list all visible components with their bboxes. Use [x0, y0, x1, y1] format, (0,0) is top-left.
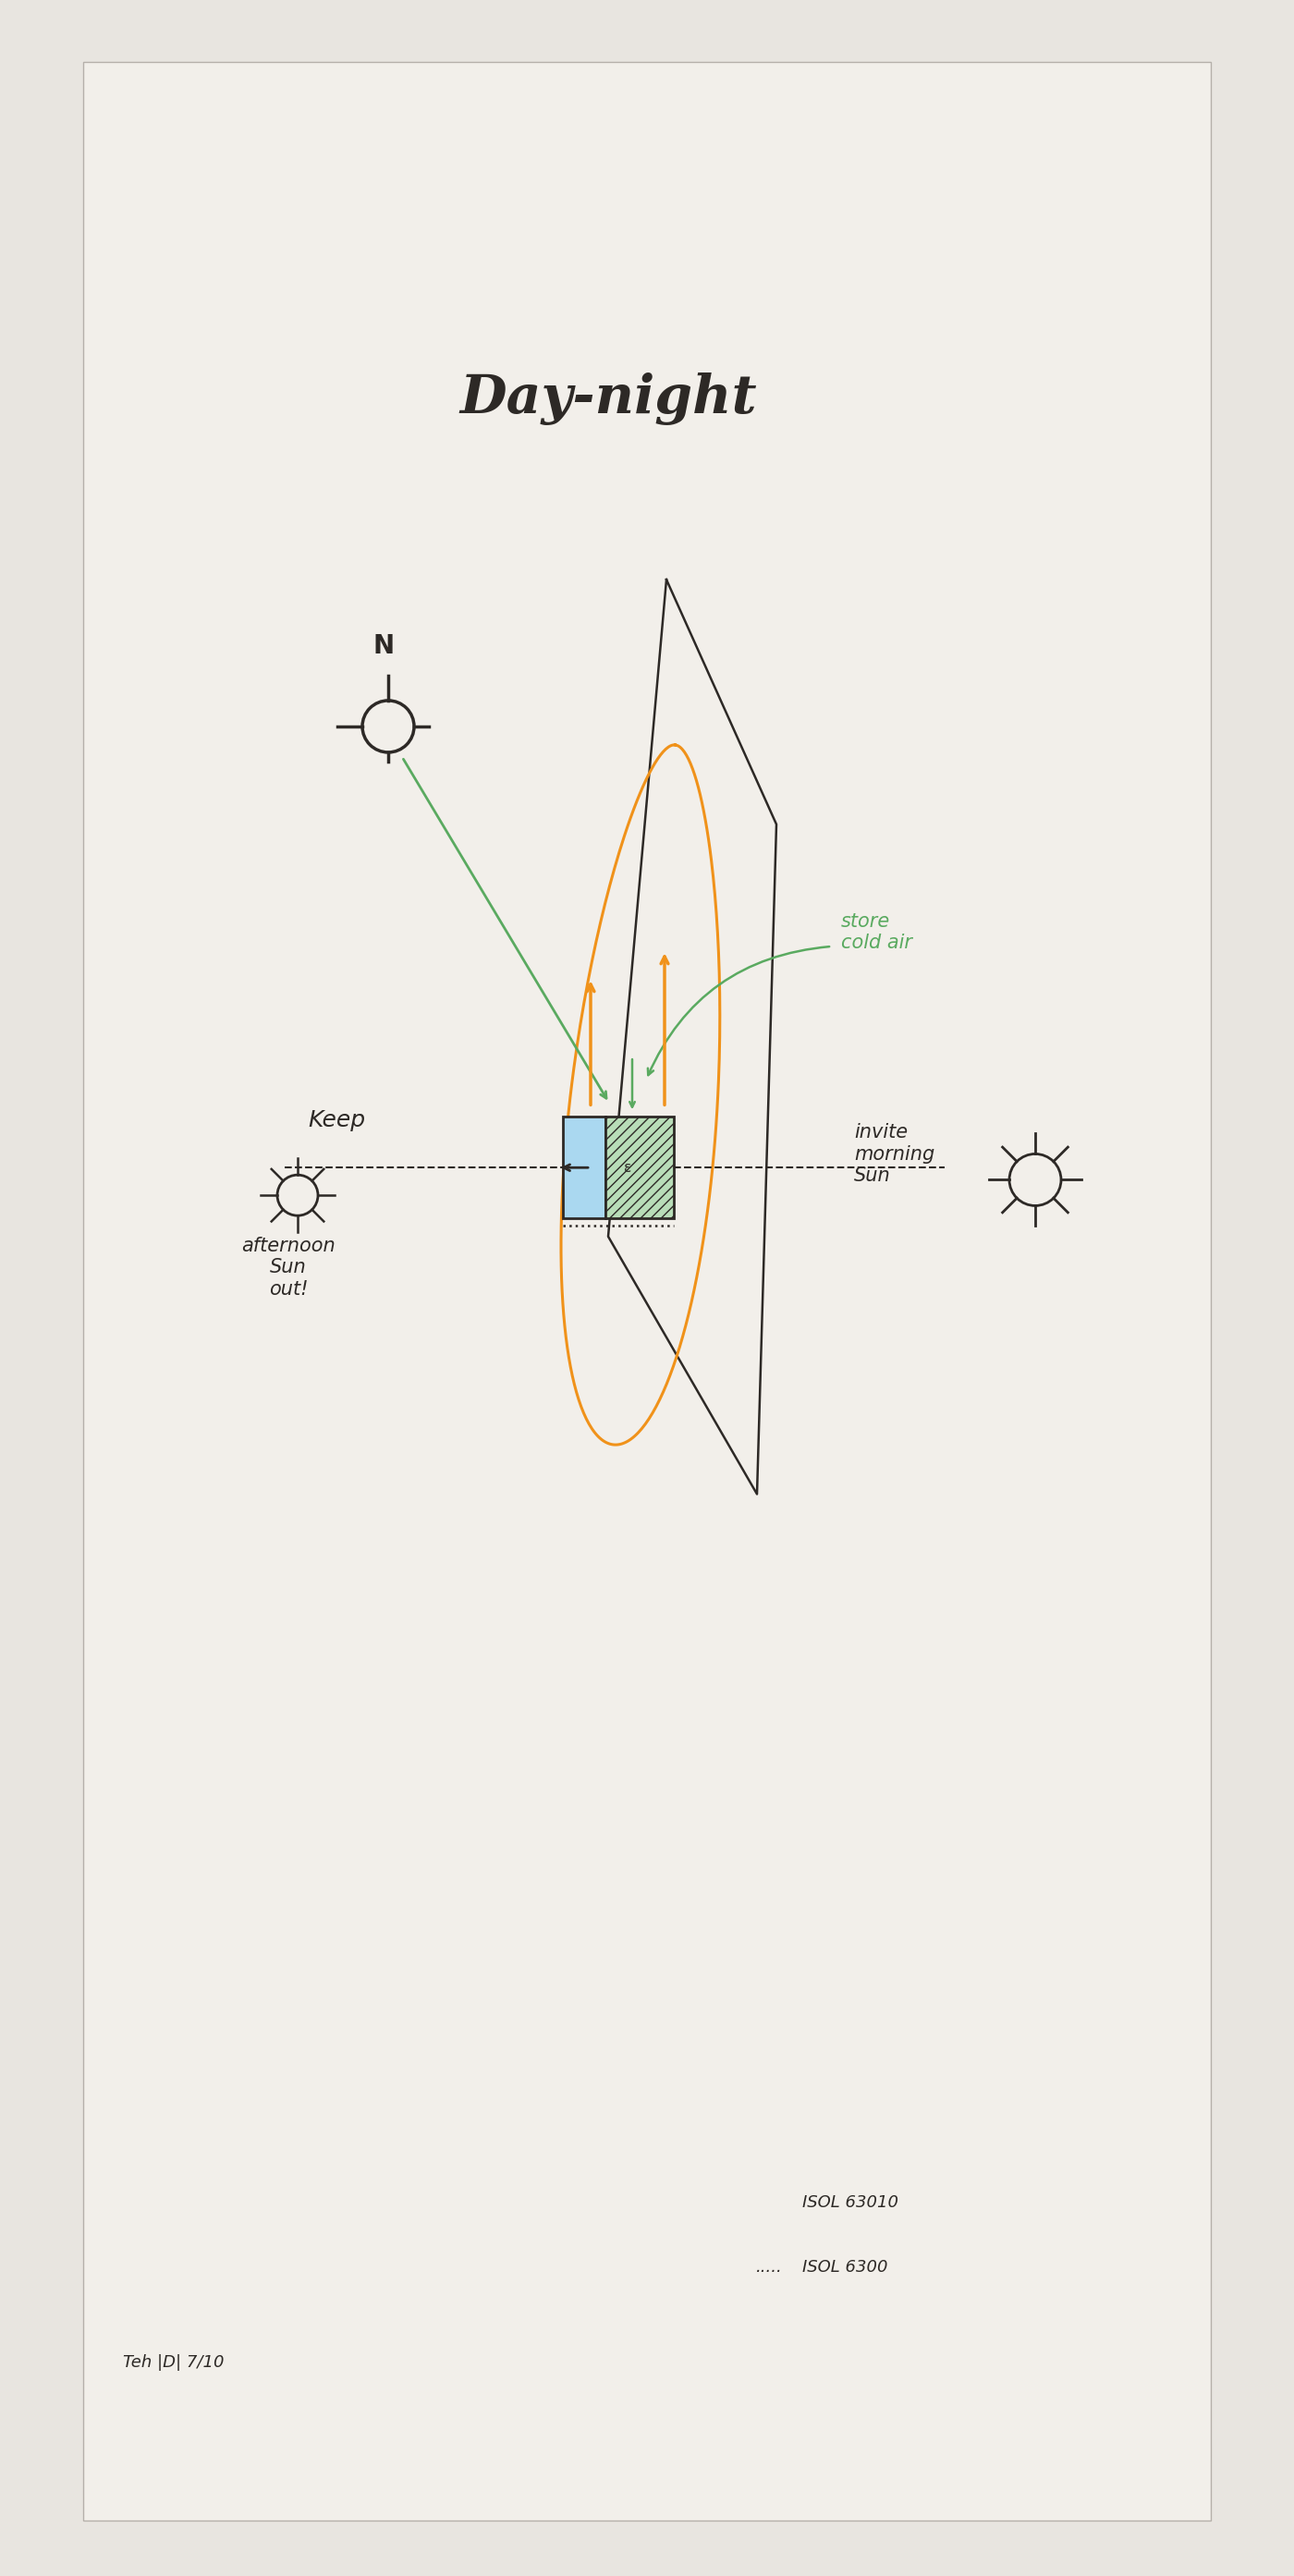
- Text: Day-night: Day-night: [459, 374, 757, 425]
- Text: Keep: Keep: [308, 1110, 365, 1131]
- Text: ISOL 6300: ISOL 6300: [802, 2259, 888, 2275]
- Text: ISOL 63010: ISOL 63010: [802, 2195, 898, 2210]
- Text: .....: .....: [756, 2259, 783, 2275]
- Text: store
cold air: store cold air: [841, 912, 912, 953]
- Bar: [606, 1118, 674, 1218]
- Text: ε: ε: [624, 1162, 631, 1175]
- Text: afternoon
Sun
out!: afternoon Sun out!: [242, 1236, 335, 1298]
- Bar: [563, 1118, 606, 1218]
- Text: Teh |D| 7/10: Teh |D| 7/10: [123, 2354, 224, 2370]
- Text: invite
morning
Sun: invite morning Sun: [854, 1123, 934, 1185]
- Text: N: N: [373, 634, 395, 659]
- Bar: [83, 62, 1211, 2519]
